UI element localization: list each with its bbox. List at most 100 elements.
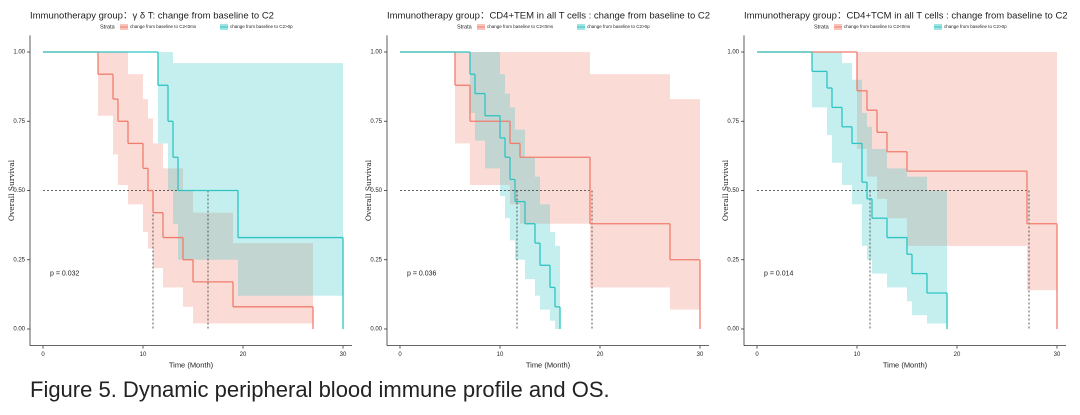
y-tick-label: 0.00 bbox=[13, 327, 25, 333]
confidence-band bbox=[540, 204, 550, 310]
y-tick-label: 0.00 bbox=[727, 327, 739, 333]
p-value: p = 0.014 bbox=[764, 270, 793, 277]
x-axis-label: Time (Month) bbox=[169, 361, 214, 370]
confidence-band bbox=[173, 63, 178, 224]
confidence-band bbox=[927, 190, 947, 324]
chart-title: Immunotherapy group：γ δ T: change from b… bbox=[30, 11, 274, 22]
confidence-band bbox=[912, 176, 927, 316]
x-tick-label: 20 bbox=[240, 352, 247, 358]
confidence-band bbox=[153, 143, 163, 269]
confidence-band bbox=[178, 63, 238, 260]
x-tick-label: 20 bbox=[954, 352, 961, 358]
confidence-band bbox=[113, 52, 118, 155]
confidence-band bbox=[98, 52, 113, 116]
confidence-band bbox=[510, 52, 520, 205]
confidence-band bbox=[877, 52, 887, 199]
confidence-band bbox=[500, 74, 505, 197]
legend-title: Strata bbox=[100, 24, 116, 30]
y-tick-label: 0.75 bbox=[370, 119, 382, 125]
confidence-band bbox=[842, 63, 852, 185]
confidence-band bbox=[887, 52, 907, 219]
confidence-band bbox=[475, 52, 485, 141]
y-tick-label: 0.25 bbox=[727, 257, 739, 263]
confidence-band bbox=[143, 99, 148, 233]
confidence-band bbox=[515, 129, 525, 260]
y-axis-label: Overall Survival bbox=[721, 159, 730, 221]
confidence-band bbox=[857, 52, 867, 149]
confidence-band bbox=[193, 212, 233, 324]
y-tick-label: 1.00 bbox=[727, 50, 739, 56]
confidence-band bbox=[485, 52, 500, 169]
confidence-band bbox=[555, 245, 560, 329]
confidence-band bbox=[670, 99, 700, 310]
confidence-band bbox=[118, 52, 128, 185]
x-tick-label: 10 bbox=[854, 352, 861, 358]
p-value: p = 0.036 bbox=[407, 270, 436, 277]
legend-label: change from baseline to C2<0ms bbox=[130, 24, 197, 29]
confidence-band bbox=[867, 126, 872, 260]
legend-label: change from baseline to C2>0p bbox=[587, 24, 650, 29]
legend-title: Strata bbox=[457, 24, 473, 30]
confidence-band bbox=[158, 52, 168, 144]
x-tick-label: 20 bbox=[597, 352, 604, 358]
chart-panel: Immunotherapy group：CD4+TEM in all T cel… bbox=[364, 11, 710, 370]
y-tick-label: 0.50 bbox=[727, 188, 739, 194]
y-tick-label: 0.50 bbox=[13, 188, 25, 194]
confidence-band bbox=[550, 232, 555, 321]
confidence-band bbox=[470, 52, 475, 113]
y-axis-label: Overall Survival bbox=[364, 159, 373, 221]
legend-label: change from baseline to C2<0ms bbox=[844, 24, 911, 29]
confidence-band bbox=[887, 168, 907, 288]
y-tick-label: 0.00 bbox=[370, 327, 382, 333]
confidence-band bbox=[510, 107, 515, 241]
y-tick-label: 1.00 bbox=[13, 50, 25, 56]
confidence-band bbox=[867, 52, 877, 177]
confidence-band bbox=[862, 112, 867, 246]
confidence-band bbox=[1027, 52, 1057, 291]
x-tick-label: 30 bbox=[1054, 352, 1061, 358]
y-tick-label: 0.75 bbox=[13, 119, 25, 125]
chart-title: Immunotherapy group：CD4+TCM in all T cel… bbox=[744, 11, 1068, 22]
confidence-band bbox=[183, 190, 193, 307]
confidence-band bbox=[852, 79, 862, 205]
chart-title: Immunotherapy group：CD4+TEM in all T cel… bbox=[387, 11, 710, 22]
legend-label: change from baseline to C2>0p bbox=[944, 24, 1007, 29]
confidence-band bbox=[590, 74, 670, 288]
confidence-band bbox=[128, 74, 143, 205]
x-axis-label: Time (Month) bbox=[526, 361, 571, 370]
confidence-band bbox=[505, 93, 510, 219]
caption: Figure 5. Dynamic peripheral blood immun… bbox=[30, 377, 610, 402]
confidence-band bbox=[470, 52, 510, 185]
x-axis-label: Time (Month) bbox=[883, 361, 928, 370]
p-value: p = 0.032 bbox=[50, 270, 79, 277]
confidence-band bbox=[525, 157, 535, 280]
confidence-band bbox=[520, 52, 590, 224]
y-tick-label: 0.50 bbox=[370, 188, 382, 194]
chart-panel: Immunotherapy group：CD4+TCM in all T cel… bbox=[721, 11, 1068, 370]
confidence-band bbox=[872, 148, 887, 274]
confidence-band bbox=[535, 176, 540, 296]
legend-label: change from baseline to C2>0p bbox=[230, 24, 293, 29]
confidence-band bbox=[163, 168, 183, 288]
confidence-band bbox=[238, 63, 343, 296]
legend-label: change from baseline to C2<0ms bbox=[487, 24, 554, 29]
confidence-band bbox=[907, 176, 912, 302]
confidence-band bbox=[907, 52, 1027, 246]
x-tick-label: 0 bbox=[41, 352, 45, 358]
y-axis-label: Overall Survival bbox=[7, 159, 16, 221]
x-tick-label: 0 bbox=[755, 352, 759, 358]
x-tick-label: 30 bbox=[340, 352, 347, 358]
x-tick-label: 10 bbox=[497, 352, 504, 358]
y-tick-label: 0.25 bbox=[370, 257, 382, 263]
y-tick-label: 0.75 bbox=[727, 119, 739, 125]
y-tick-label: 0.25 bbox=[13, 257, 25, 263]
confidence-band bbox=[455, 52, 470, 144]
confidence-band bbox=[812, 52, 827, 108]
confidence-band bbox=[148, 118, 153, 249]
confidence-band bbox=[233, 243, 313, 324]
x-tick-label: 10 bbox=[140, 352, 147, 358]
x-tick-label: 30 bbox=[697, 352, 704, 358]
chart-panel: Immunotherapy group：γ δ T: change from b… bbox=[7, 11, 352, 370]
x-tick-label: 0 bbox=[398, 352, 402, 358]
